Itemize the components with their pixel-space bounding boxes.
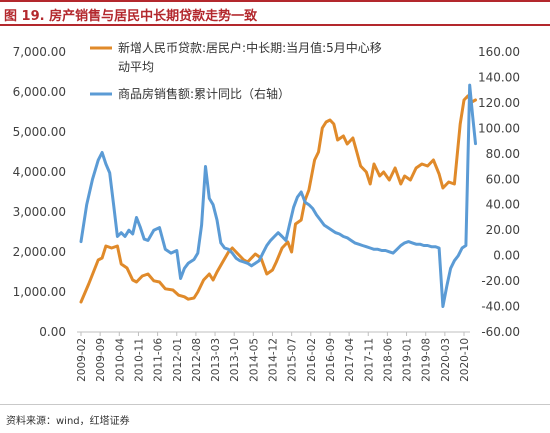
y-left-tick-label: 7,000.00: [13, 45, 66, 59]
x-tick-label: 2012-01: [172, 338, 184, 382]
y-right-tick-label: -60.00: [481, 325, 520, 339]
y-left-tick-label: 0.00: [39, 325, 66, 339]
y-right-tick-label: 40.00: [486, 198, 520, 212]
x-tick-label: 2009-09: [95, 338, 107, 382]
y-left-tick-label: 3,000.00: [13, 205, 66, 219]
y-right-tick-label: 60.00: [486, 172, 520, 186]
y-right-tick-label: 120.00: [478, 96, 520, 110]
x-tick-label: 2013-03: [210, 338, 222, 382]
legend-label-loan-cont: 动平均: [118, 60, 154, 74]
legend-label-sales: 商品房销售额:累计同比（右轴）: [118, 86, 290, 101]
y-right-tick-label: 20.00: [486, 223, 520, 237]
x-tick-label: 2018-06: [382, 338, 394, 382]
x-tick-label: 2019-01: [402, 338, 414, 382]
x-tick-label: 2010-04: [114, 338, 126, 382]
loan-series-line: [79, 94, 477, 304]
x-tick-label: 2013-10: [229, 338, 241, 382]
y-left-tick-label: 4,000.00: [13, 165, 66, 179]
x-tick-label: 2020-10: [459, 338, 471, 382]
x-tick-label: 2009-02: [76, 338, 88, 382]
y-right-tick-label: -20.00: [481, 274, 520, 288]
x-tick-label: 2010-11: [133, 338, 145, 382]
x-tick-label: 2014-05: [248, 338, 260, 382]
y-right-tick-label: 80.00: [486, 147, 520, 161]
y-left-tick-label: 6,000.00: [13, 85, 66, 99]
y-right-tick-label: 160.00: [478, 45, 520, 59]
y-right-tick-label: 100.00: [478, 121, 520, 135]
y-left-tick-label: 1,000.00: [13, 285, 66, 299]
x-tick-label: 2017-04: [344, 338, 356, 382]
x-tick-label: 2015-07: [287, 338, 299, 382]
x-tick-label: 2019-08: [421, 338, 433, 382]
footer-divider: [0, 404, 550, 405]
x-tick-label: 2020-03: [440, 338, 452, 382]
x-tick-label: 2016-09: [325, 338, 337, 382]
y-right-tick-label: 0.00: [493, 249, 520, 263]
y-right-tick-label: 140.00: [478, 70, 520, 84]
legend-label-loan: 新增人民币贷款:居民户:中长期:当月值:5月中心移: [118, 40, 382, 55]
x-tick-label: 2012-08: [191, 338, 203, 382]
x-tick-label: 2017-11: [363, 338, 375, 382]
x-tick-label: 2011-06: [153, 338, 165, 382]
figure-header: 图 19. 房产销售与居民中长期贷款走势一致: [0, 0, 550, 26]
source-note: 资料来源：wind，红塔证券: [6, 416, 130, 427]
x-tick-label: 2014-12: [268, 338, 280, 382]
y-left-tick-label: 5,000.00: [13, 125, 66, 139]
x-tick-label: 2016-02: [306, 338, 318, 382]
sales-series-line: [79, 83, 477, 308]
figure-title: 图 19. 房产销售与居民中长期贷款走势一致: [4, 9, 258, 24]
y-left-tick-label: 2,000.00: [13, 245, 66, 259]
y-right-tick-label: -40.00: [481, 300, 520, 314]
